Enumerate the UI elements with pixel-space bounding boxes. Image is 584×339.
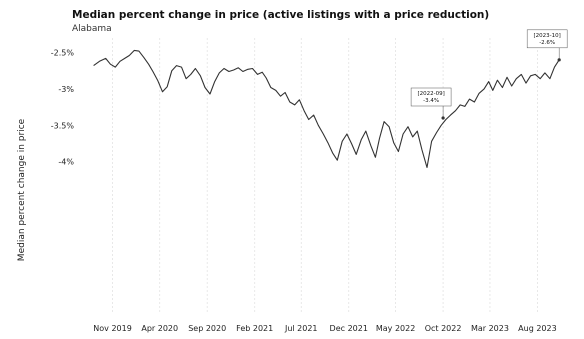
x-tick-label: Dec 2021 (330, 324, 368, 333)
annotation-box (410, 87, 452, 107)
x-tick-label: Feb 2021 (236, 324, 273, 333)
annotation-marker (557, 58, 561, 62)
x-tick-label: Sep 2020 (188, 324, 226, 333)
y-tick-label: -3% (58, 85, 74, 94)
annotation-layer: [2022-09]-3.4% [2023-10]-2.6% (410, 29, 568, 120)
x-tick-label: Apr 2020 (141, 324, 178, 333)
series-layer (93, 49, 560, 169)
chart-title: Median percent change in price (active l… (72, 9, 490, 21)
annotation-box (526, 29, 568, 49)
series-line (93, 49, 560, 169)
grid-layer (112, 38, 538, 312)
x-tick-label: Aug 2023 (518, 324, 557, 333)
y-tick-label: -2.5% (51, 49, 75, 58)
chart-subtitle: Alabama (72, 24, 112, 34)
tick-layer: Nov 2019 Apr 2020 Sep 2020 Feb 2021 Jul 2021… (51, 49, 557, 333)
x-tick-label: May 2022 (376, 324, 415, 333)
y-tick-label: -4% (58, 158, 74, 167)
x-tick-label: Jul 2021 (284, 324, 318, 333)
annotation-text: -2.6% (539, 40, 555, 46)
annotation-marker (441, 116, 445, 120)
annotation-text: -3.4% (423, 98, 439, 104)
x-tick-label: Nov 2019 (93, 324, 132, 333)
x-tick-label: Mar 2023 (471, 324, 509, 333)
annotation-text: [2022-09] (417, 91, 444, 97)
y-tick-label: -3.5% (51, 121, 75, 130)
x-tick-label: Oct 2022 (425, 324, 462, 333)
annotation-text: [2023-10] (534, 33, 561, 39)
